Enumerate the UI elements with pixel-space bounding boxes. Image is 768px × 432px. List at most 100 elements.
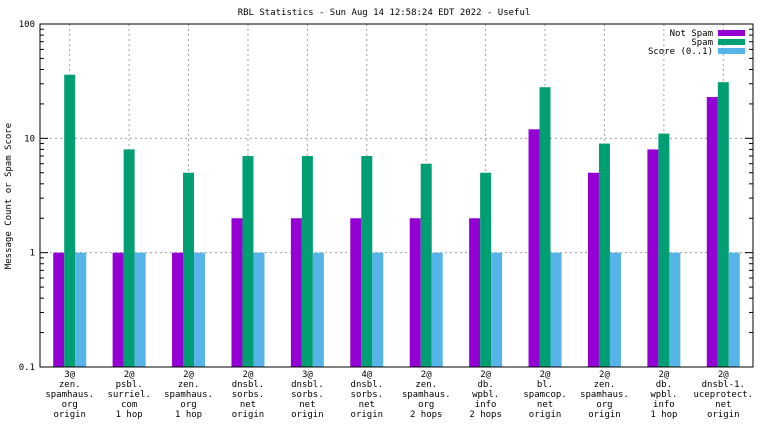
y-tick-label: 1 (30, 249, 35, 259)
x-tick-label: 2@ psbl. surriel. com 1 hop (107, 370, 150, 420)
x-tick-label-line: sorbs. (232, 390, 265, 400)
bar-score-0-1 (372, 252, 384, 367)
x-tick-label-line: spamhaus. (580, 390, 629, 400)
bar-score-0-1 (253, 252, 265, 367)
x-tick-label: 2@ dnsbl. sorbs. net origin (232, 370, 265, 420)
x-tick-label: 2@ zen. spamhaus. org 2 hops (402, 370, 451, 420)
x-tick-label-line: net (359, 400, 375, 410)
bar-not-spam (350, 218, 362, 367)
bar-spam (123, 149, 135, 367)
bars (53, 74, 740, 368)
x-tick-label-line: surriel. (107, 390, 150, 400)
x-tick-label-line: 2@ (599, 370, 610, 380)
x-tick-label-line: sorbs. (351, 390, 384, 400)
x-tick-label-line: 4@ (361, 370, 372, 380)
bar-score-0-1 (669, 252, 681, 367)
x-tick-label-line: org (596, 400, 612, 410)
bar-not-spam (53, 252, 65, 367)
x-tick-label-line: dnsbl-1. (702, 380, 745, 390)
x-tick-label-line: 2 hops (469, 410, 502, 420)
x-tick-label-line: 2@ (243, 370, 254, 380)
bar-spam (480, 172, 492, 367)
x-tick-label-line: 2@ (718, 370, 729, 380)
x-tick-label-line: uceprotect. (693, 390, 753, 400)
legend-label: Spam (691, 38, 713, 48)
x-tick-label-line: psbl. (116, 380, 143, 390)
chart-title: RBL Statistics - Sun Aug 14 12:58:24 EDT… (238, 8, 531, 18)
bar-spam (183, 172, 195, 367)
bar-not-spam (528, 129, 540, 367)
x-tick-label: 2@ db. wpbl. info 1 hop (650, 370, 677, 420)
x-tick-label-line: zen. (178, 380, 200, 390)
x-tick-label-line: org (418, 400, 434, 410)
bar-spam (301, 156, 313, 367)
x-tick-label-line: 1 hop (116, 410, 143, 420)
bar-not-spam (409, 218, 421, 367)
y-tick-label: 0.1 (19, 363, 35, 373)
bar-not-spam (112, 252, 124, 367)
legend-swatch (718, 30, 745, 36)
bar-score-0-1 (312, 252, 324, 367)
bar-not-spam (587, 172, 599, 367)
bar-score-0-1 (491, 252, 503, 367)
x-tick-label: 3@ dnsbl. sorbs. net origin (291, 370, 324, 420)
legend-swatch (718, 39, 745, 45)
bar-spam (658, 133, 670, 367)
x-tick-label-line: spamhaus. (402, 390, 451, 400)
bar-not-spam (172, 252, 184, 367)
legend-label: Not Spam (670, 29, 713, 39)
x-tick-label-line: 1 hop (650, 410, 677, 420)
x-tick-label-line: net (537, 400, 553, 410)
bar-spam (242, 156, 254, 367)
legend-label: Score (0..1) (648, 47, 713, 57)
bar-spam (598, 143, 610, 367)
bar-not-spam (469, 218, 481, 367)
x-tick-label-line: 1 hop (175, 410, 202, 420)
x-tick-label-line: spamcop. (523, 390, 566, 400)
x-tick-label-line: spamhaus. (45, 390, 94, 400)
x-tick-label-line: net (715, 400, 731, 410)
x-tick-label-line: dnsbl. (351, 380, 384, 390)
x-tick-label-line: db. (656, 380, 672, 390)
bar-spam (539, 87, 551, 368)
x-tick-label-line: 3@ (64, 370, 75, 380)
x-tick-label-line: wpbl. (650, 390, 677, 400)
x-tick-label-line: net (240, 400, 256, 410)
y-tick-labels: 0.1 1 10 100 (19, 20, 35, 373)
x-tick-label: 3@ zen. spamhaus. org origin (45, 370, 94, 420)
y-tick-label: 100 (19, 20, 35, 30)
x-tick-label-line: bl. (537, 380, 553, 390)
bar-score-0-1 (550, 252, 562, 367)
x-tick-label-line: com (121, 400, 137, 410)
x-tick-label-line: 2@ (124, 370, 135, 380)
x-tick-label-line: db. (477, 380, 493, 390)
x-tick-label-line: origin (529, 410, 562, 420)
x-tick-label-line: origin (351, 410, 384, 420)
bar-score-0-1 (431, 252, 443, 367)
x-tick-label-line: info (653, 400, 675, 410)
bar-not-spam (231, 218, 243, 367)
bar-not-spam (706, 96, 718, 368)
x-tick-label-line: origin (291, 410, 324, 420)
x-tick-label: 2@ db. wpbl. info 2 hops (469, 370, 502, 420)
bar-score-0-1 (75, 252, 87, 367)
x-tick-label-line: net (299, 400, 315, 410)
grid-lines (40, 24, 753, 367)
legend-swatch (718, 48, 745, 54)
y-tick-label: 10 (24, 134, 35, 144)
bar-not-spam (647, 149, 659, 367)
bar-score-0-1 (134, 252, 146, 367)
x-tick-label: 2@ dnsbl-1. uceprotect. net origin (693, 370, 753, 420)
x-tick-label-line: zen. (594, 380, 616, 390)
x-tick-label-line: dnsbl. (291, 380, 324, 390)
x-tick-label-line: zen. (415, 380, 437, 390)
x-tick-label-line: 2@ (658, 370, 669, 380)
x-tick-label-line: dnsbl. (232, 380, 265, 390)
x-tick-label: 4@ dnsbl. sorbs. net origin (351, 370, 384, 420)
x-tick-label-line: 2@ (421, 370, 432, 380)
x-tick-label-line: 2@ (480, 370, 491, 380)
x-tick-label-line: 2@ (540, 370, 551, 380)
